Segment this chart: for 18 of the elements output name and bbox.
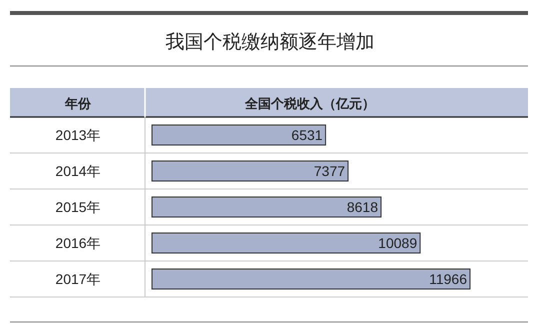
y-tick-label: 2015年 [55, 199, 101, 215]
bar [152, 232, 421, 254]
y-tick-label: 2014年 [55, 163, 101, 179]
y-axis-title: 年份 [64, 96, 92, 111]
y-tick-label: 2016年 [55, 235, 101, 251]
bar [152, 268, 470, 290]
data-label: 7377 [314, 163, 346, 179]
x-axis-title: 全国个税收入（亿元） [244, 96, 375, 111]
data-label: 11966 [429, 271, 468, 287]
data-label: 10089 [378, 235, 418, 251]
bar [152, 160, 349, 182]
chart-title: 我国个税缴纳额逐年增加 [166, 31, 374, 53]
data-label: 6531 [291, 127, 323, 143]
bar [152, 124, 326, 146]
bar [152, 196, 382, 218]
data-label: 8618 [346, 199, 378, 215]
y-tick-label: 2013年 [55, 127, 101, 143]
y-tick-label: 2017年 [55, 271, 101, 287]
